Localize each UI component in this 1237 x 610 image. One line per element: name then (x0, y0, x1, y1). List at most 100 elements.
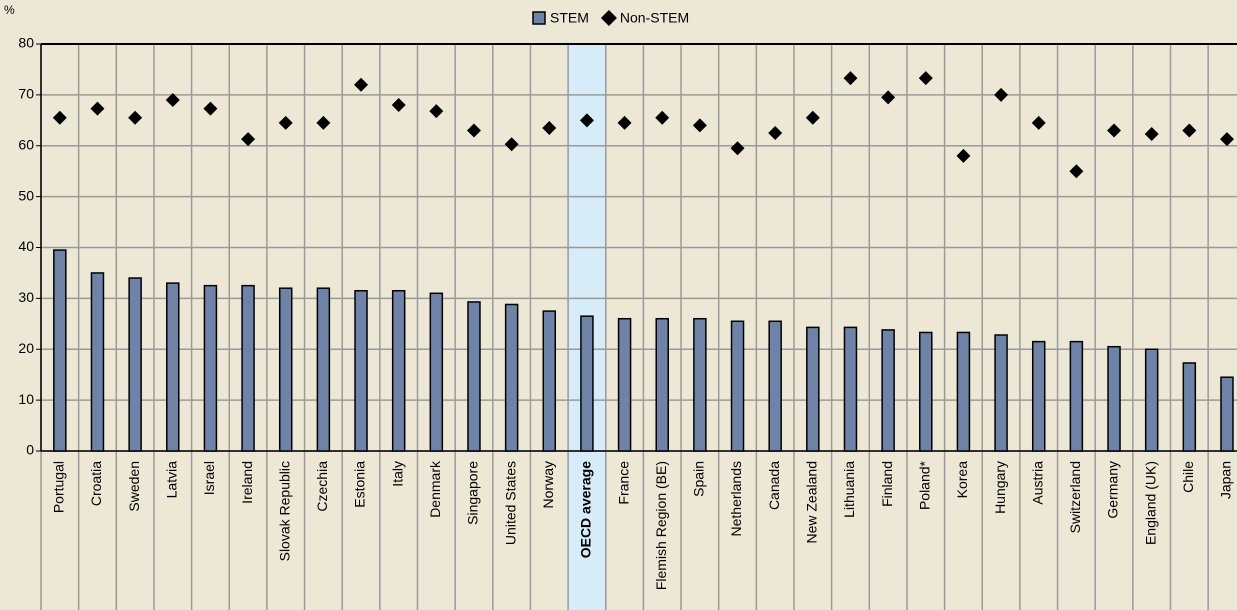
diamond-marker (504, 137, 519, 152)
legend-label: Non-STEM (620, 10, 689, 26)
bar (693, 317, 707, 452)
diamond-marker (278, 115, 293, 130)
x-tick-label: Japan (1218, 461, 1234, 499)
x-tick-label: OECD average (578, 461, 594, 558)
x-tick-label: New Zealand (804, 461, 820, 544)
bar (843, 326, 858, 452)
bar (53, 249, 67, 452)
x-tick-label: Portugal (51, 461, 67, 513)
bar (429, 292, 444, 452)
x-tick-label: Austria (1029, 461, 1045, 505)
x-tick-label: Netherlands (728, 461, 744, 537)
x-tick-label: Estonia (352, 461, 368, 508)
bar (504, 303, 519, 452)
bar (919, 331, 933, 452)
x-tick-label: Chile (1180, 461, 1196, 493)
bar (241, 284, 255, 452)
bar (730, 320, 745, 452)
bar (1031, 340, 1046, 452)
x-tick-label: Hungary (992, 461, 1008, 514)
bar (542, 310, 557, 452)
x-tick-label: Korea (954, 461, 970, 499)
y-tick-label: 50 (18, 187, 34, 203)
x-tick-label: Sweden (126, 461, 142, 512)
diamond-marker (655, 110, 670, 125)
diamond-marker (542, 120, 557, 135)
diamond-marker (881, 90, 896, 105)
y-tick-label: 10 (18, 391, 34, 407)
legend-swatch (600, 10, 617, 26)
bar (1220, 376, 1234, 452)
bar (1107, 345, 1121, 452)
bar (881, 329, 895, 452)
diamond-marker (1069, 164, 1084, 179)
legend-swatch (532, 11, 546, 25)
x-tick-label: Slovak Republic (276, 461, 292, 561)
bar (203, 284, 218, 452)
bar (994, 334, 1008, 452)
diamond-marker (316, 115, 331, 130)
x-tick-label: Finland (879, 461, 895, 507)
bar (166, 282, 180, 452)
diamond-marker (1144, 127, 1159, 142)
diamond-marker (90, 101, 105, 116)
diamond-marker (429, 104, 444, 119)
diamond-marker (692, 118, 707, 133)
diamond-marker (805, 110, 820, 125)
x-tick-label: England (UK) (1142, 461, 1158, 545)
x-tick-label: Israel (201, 461, 217, 495)
bar (391, 289, 406, 452)
diamond-marker (391, 98, 406, 113)
x-tick-label: Denmark (427, 460, 443, 518)
diamond-marker (354, 77, 369, 92)
diamond-marker (918, 71, 933, 86)
bar (467, 301, 481, 452)
x-tick-label: Switzerland (1067, 461, 1083, 533)
diamond-marker (1182, 123, 1197, 138)
x-tick-label: Spain (691, 461, 707, 497)
x-tick-label: United States (502, 461, 518, 545)
x-tick-label: Italy (389, 461, 405, 487)
y-tick-label: 0 (26, 442, 34, 458)
x-tick-label: Lithuania (841, 461, 857, 518)
diamond-marker (617, 115, 632, 130)
legend-label: STEM (550, 10, 589, 26)
bar (278, 287, 293, 452)
y-tick-label: 80 (18, 35, 34, 51)
x-tick-label: Croatia (88, 461, 104, 506)
x-tick-label: Canada (766, 461, 782, 510)
y-tick-label: 20 (18, 340, 34, 356)
bar (617, 317, 632, 452)
diamond-marker (1031, 115, 1046, 130)
y-tick-label: 60 (18, 136, 34, 152)
bar (655, 317, 669, 452)
diamond-marker (241, 132, 256, 147)
diamond-marker (128, 110, 143, 125)
x-tick-label: Czechia (314, 461, 330, 512)
bar (1144, 348, 1159, 452)
diamond-marker (203, 101, 218, 116)
bar (354, 289, 368, 452)
diamond-marker (994, 87, 1009, 102)
y-tick-label: 40 (18, 238, 34, 254)
diamond-marker (52, 110, 67, 125)
bar (580, 315, 594, 452)
diamond-marker (843, 71, 858, 86)
x-tick-label: Germany (1105, 461, 1121, 519)
bar (806, 326, 820, 452)
x-tick-label: France (615, 461, 631, 505)
bar (768, 320, 782, 452)
bar (1069, 340, 1084, 452)
x-tick-label: Latvia (163, 461, 179, 499)
y-tick-label: 70 (18, 86, 34, 102)
x-tick-label: Norway (540, 461, 556, 508)
diamond-marker (1107, 123, 1122, 138)
bar (956, 331, 971, 452)
diamond-marker (768, 126, 783, 141)
bar (90, 272, 105, 452)
y-unit: % (4, 3, 15, 17)
x-tick-label: Singapore (465, 461, 481, 525)
diamond-marker (730, 141, 745, 156)
x-tick-label: Flemish Region (BE) (653, 461, 669, 590)
